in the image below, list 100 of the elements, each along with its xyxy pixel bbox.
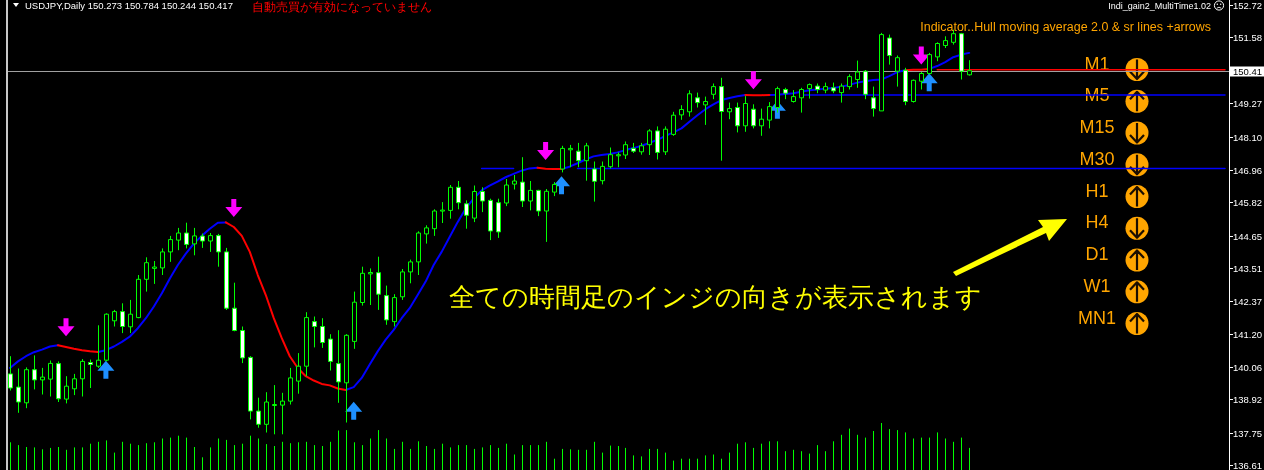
candlestick — [312, 316, 317, 348]
candlestick — [472, 185, 477, 223]
candlestick — [935, 41, 940, 62]
candlestick — [544, 188, 549, 243]
candlestick — [72, 373, 77, 396]
point — [920, 73, 938, 92]
candlestick — [464, 199, 469, 230]
candlestick — [967, 59, 972, 77]
candlestick — [408, 259, 413, 284]
candlestick — [360, 266, 365, 307]
candlestick — [392, 293, 397, 327]
y-tick-label: 146.96 — [1233, 164, 1263, 176]
candlestick — [679, 104, 684, 121]
candlestick — [695, 92, 700, 108]
category-label: MN1 — [1077, 307, 1117, 328]
candlestick — [304, 311, 309, 377]
candlestick — [416, 230, 421, 276]
candlestick — [280, 392, 285, 435]
candlestick — [456, 180, 461, 210]
candlestick — [56, 360, 61, 403]
candlestick — [951, 29, 956, 46]
candlestick — [855, 60, 860, 89]
candlestick — [959, 32, 964, 80]
candlestick — [136, 274, 141, 319]
y-tick-label: 149.27 — [1233, 97, 1263, 109]
point — [57, 318, 75, 337]
point — [225, 199, 243, 218]
candlestick — [328, 333, 333, 371]
candlestick — [536, 189, 541, 217]
category-label: H1 — [1085, 180, 1109, 201]
y-tick-label: 138.92 — [1233, 393, 1263, 405]
point — [345, 401, 363, 420]
candlestick — [919, 71, 924, 90]
candlestick — [592, 161, 597, 203]
candlestick — [799, 87, 804, 114]
y-tick-label: 148.10 — [1233, 131, 1263, 143]
candlestick — [623, 141, 628, 160]
candlestick — [815, 83, 820, 94]
candlestick — [879, 32, 884, 112]
annotation: 自動売買が有効になっていません — [252, 0, 432, 14]
candlestick — [288, 367, 293, 405]
annotation: 全ての時間足のインジの向きが表示されます — [449, 282, 982, 312]
candlestick — [80, 358, 85, 397]
candlestick — [863, 69, 868, 100]
candlestick — [352, 291, 357, 350]
y-tick-label: 141.20 — [1233, 328, 1263, 340]
candlestick — [847, 73, 852, 90]
candlestick — [647, 128, 652, 156]
candlestick — [480, 186, 485, 213]
candlestick — [424, 224, 429, 245]
chart-title: USDJPY,Daily 150.273 150.784 150.244 150.417 — [25, 0, 233, 11]
candlestick — [336, 329, 341, 404]
candlestick — [608, 147, 613, 169]
candlestick — [488, 198, 493, 241]
category-label: H4 — [1085, 212, 1109, 233]
ref-line-label: 150.41 — [1233, 65, 1263, 77]
candlestick — [32, 354, 37, 390]
candlestick — [184, 222, 189, 249]
candlestick — [871, 86, 876, 118]
candlestick — [727, 102, 732, 120]
category-label: M30 — [1079, 148, 1115, 169]
y-tick-label: 143.51 — [1233, 262, 1263, 274]
candlestick — [400, 268, 405, 301]
category-label: W1 — [1083, 275, 1111, 296]
candlestick — [600, 161, 605, 185]
candlestick — [96, 324, 101, 369]
candlestick — [616, 151, 621, 168]
y-tick-label: 152.72 — [1233, 0, 1263, 11]
candlestick — [48, 360, 53, 397]
annotation: Indicator..Hull moving average 2.0 & sr lines +arrows — [920, 20, 1211, 34]
candlestick — [584, 142, 589, 182]
candlestick — [552, 181, 557, 197]
candlestick — [192, 227, 197, 256]
candlestick — [64, 375, 69, 404]
candlestick — [807, 83, 812, 100]
candlestick — [631, 142, 636, 154]
category-label: D1 — [1085, 244, 1109, 264]
candlestick — [895, 55, 900, 88]
candlestick — [40, 367, 45, 395]
candlestick — [831, 82, 836, 94]
candlestick — [216, 233, 221, 268]
category-label: M15 — [1079, 117, 1115, 137]
candlestick — [168, 235, 173, 263]
candlestick — [512, 174, 517, 190]
candlestick — [248, 355, 253, 420]
annotation: Indi_gain2_MultiTime1.02 — [1108, 0, 1211, 11]
candlestick — [224, 247, 229, 311]
candlestick — [256, 397, 261, 429]
candlestick — [128, 299, 133, 334]
candlestick — [943, 35, 948, 49]
candlestick — [384, 285, 389, 326]
candlestick — [887, 34, 892, 66]
y-tick-label: 137.75 — [1233, 427, 1263, 439]
point — [537, 141, 555, 160]
candlestick — [24, 366, 29, 409]
candlestick — [152, 260, 157, 285]
candlestick — [496, 198, 501, 239]
candlestick — [112, 309, 117, 327]
candlestick — [240, 326, 245, 364]
y-tick-label: 144.65 — [1233, 230, 1263, 242]
